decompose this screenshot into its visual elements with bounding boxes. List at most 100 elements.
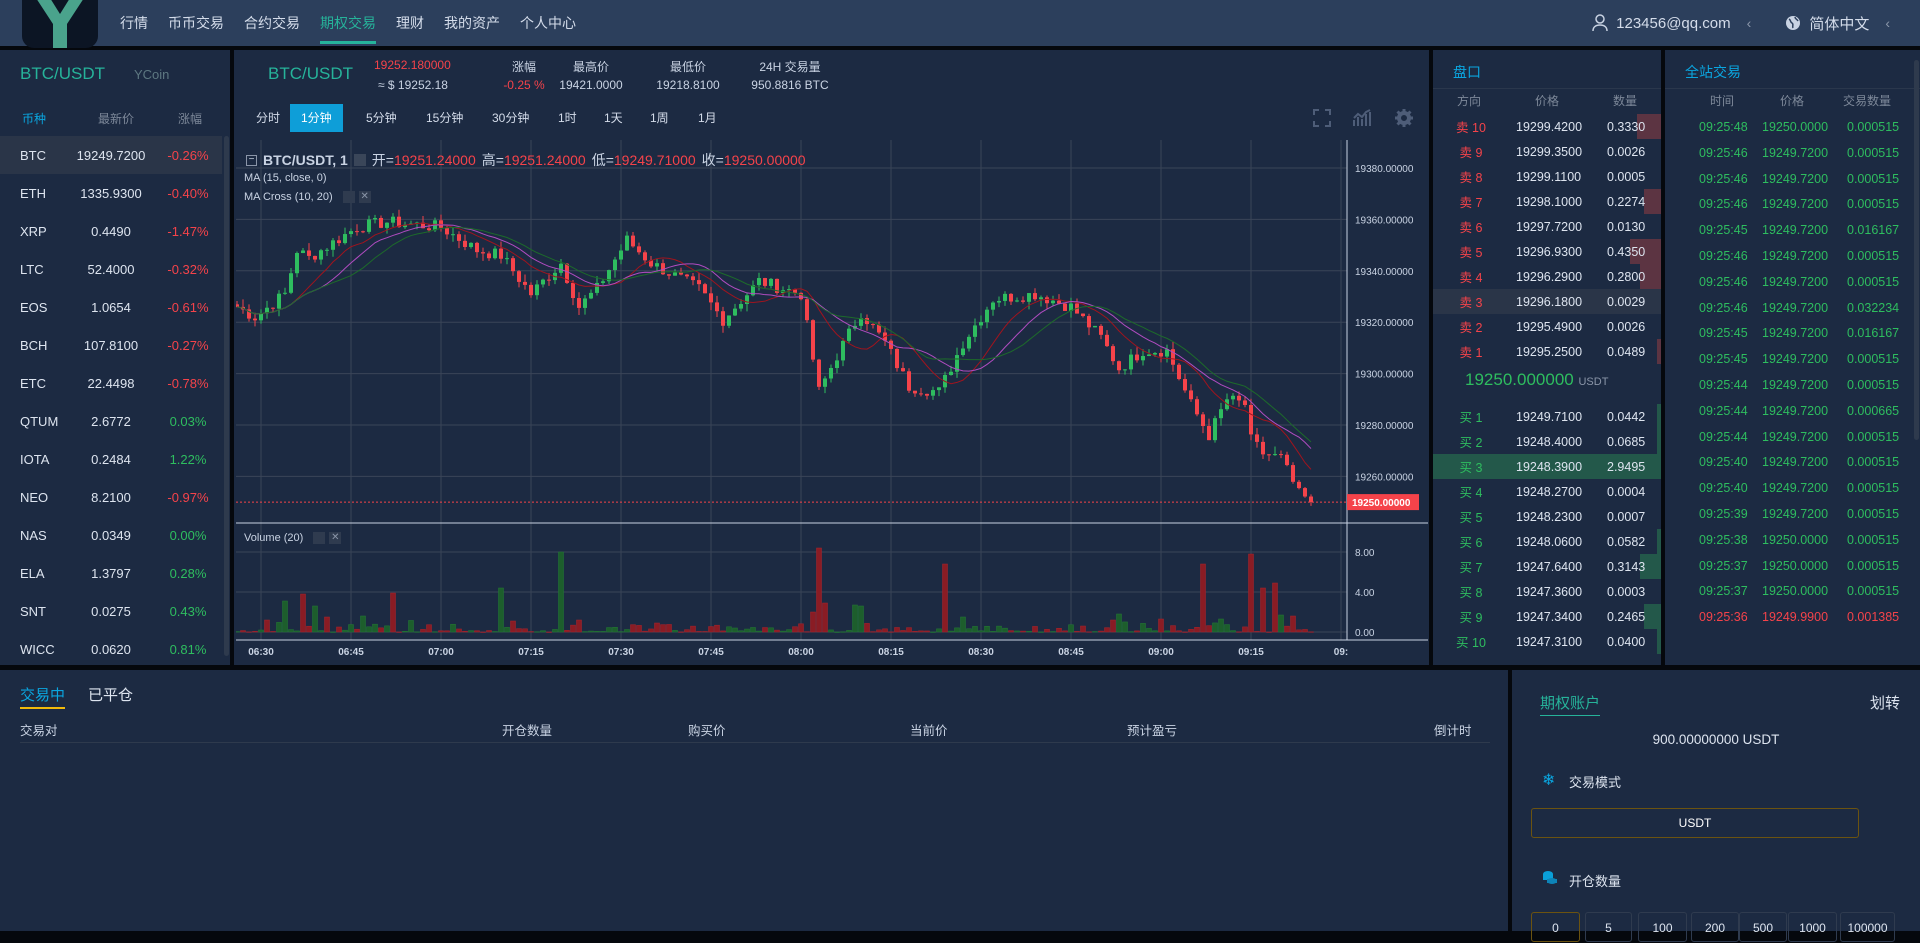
scrollbar[interactable] <box>1914 60 1919 440</box>
nav-item[interactable]: 我的资产 <box>444 15 500 31</box>
bid-row[interactable]: 买 4 19248.2700 0.0004 <box>1433 479 1661 504</box>
timeframe-tab[interactable]: 1分钟 <box>290 104 343 132</box>
nav-item[interactable]: 期权交易 <box>320 0 376 46</box>
volume-bar <box>750 627 756 633</box>
timeframe-tab[interactable]: 1周 <box>650 111 669 125</box>
amount-button[interactable]: 0 <box>1531 912 1580 942</box>
tab-closed-positions[interactable]: 已平仓 <box>88 687 134 704</box>
amount-button[interactable]: 5 <box>1585 912 1632 942</box>
globe-icon[interactable] <box>1785 15 1801 31</box>
mode-select[interactable]: USDT <box>1531 808 1859 838</box>
ask-row[interactable]: 卖 3 19296.1800 0.0029 <box>1433 289 1661 314</box>
chevron-left-icon[interactable]: ‹ <box>1746 15 1752 31</box>
bid-row[interactable]: 买 9 19247.3400 0.2465 <box>1433 604 1661 629</box>
language-selector[interactable]: 简体中文 <box>1809 15 1870 33</box>
candle <box>1207 426 1211 441</box>
amount-button[interactable]: 500 <box>1739 912 1787 942</box>
bid-row[interactable]: 买 10 19247.3100 0.0400 <box>1433 629 1661 654</box>
market-row[interactable]: NEO 8.2100 -0.97% <box>0 478 222 516</box>
timeframe-tab[interactable]: 分时 <box>256 111 281 125</box>
col-header-coin[interactable]: 币种 <box>22 112 47 126</box>
collapse-icon[interactable]: − <box>246 154 257 166</box>
market-row[interactable]: IOTA 0.2484 1.22% <box>0 440 222 478</box>
settings-icon[interactable] <box>342 191 355 203</box>
chevron-left-icon[interactable]: ‹ <box>1885 15 1890 31</box>
volume-bar <box>270 631 276 633</box>
timeframe-tab[interactable]: 1月 <box>698 111 717 125</box>
amount-button[interactable]: 200 <box>1691 912 1739 942</box>
market-row[interactable]: ETC 22.4498 -0.78% <box>0 364 222 402</box>
volume-bar <box>258 629 264 633</box>
user-icon[interactable] <box>1592 14 1608 32</box>
ask-row[interactable]: 卖 7 19298.1000 0.2274 <box>1433 189 1661 214</box>
amount-button[interactable]: 100 <box>1638 912 1687 942</box>
market-row[interactable]: ELA 1.3797 0.28% <box>0 554 222 592</box>
market-row[interactable]: EOS 1.0654 -0.61% <box>0 288 222 326</box>
indicators-icon[interactable] <box>1352 108 1372 128</box>
tab-open-positions[interactable]: 交易中 <box>20 684 66 709</box>
market-row[interactable]: BTC 19249.7200 -0.26% <box>0 136 222 174</box>
ask-row[interactable]: 卖 2 19295.4900 0.0026 <box>1433 314 1661 339</box>
market-row[interactable]: BCH 107.8100 -0.27% <box>0 326 222 364</box>
transfer-button[interactable]: 划转 <box>1869 695 1900 712</box>
timeframe-tab[interactable]: 1时 <box>558 111 577 125</box>
nav-item[interactable]: 个人中心 <box>520 15 576 31</box>
col-buy-price: 购买价 <box>688 724 726 738</box>
bid-row[interactable]: 买 6 19248.0600 0.0582 <box>1433 529 1661 554</box>
nav-item[interactable]: 理财 <box>396 15 424 31</box>
trade-time: 09:25:45 <box>1699 352 1748 367</box>
nav-item[interactable]: 合约交易 <box>244 15 300 31</box>
market-change: -0.26% <box>167 147 209 163</box>
bid-row[interactable]: 买 1 19249.7100 0.0442 <box>1433 404 1661 429</box>
ask-row[interactable]: 卖 1 19295.2500 0.0489 <box>1433 339 1661 364</box>
timeframe-tab[interactable]: 1天 <box>604 111 623 125</box>
col-header-price[interactable]: 最新价 <box>98 112 135 126</box>
bid-row[interactable]: 买 8 19247.3600 0.0003 <box>1433 579 1661 604</box>
market-row[interactable]: SNT 0.0275 0.43% <box>0 592 222 630</box>
bid-row[interactable]: 买 5 19248.2300 0.0007 <box>1433 504 1661 529</box>
amount-button[interactable]: 100000 <box>1840 912 1895 942</box>
col-header-change[interactable]: 涨幅 <box>178 112 203 126</box>
market-row[interactable]: LTC 52.4000 -0.32% <box>0 250 222 288</box>
ask-row[interactable]: 卖 4 19296.2900 0.2800 <box>1433 264 1661 289</box>
amount-button[interactable]: 1000 <box>1788 912 1837 942</box>
bid-row[interactable]: 买 3 19248.3900 2.9495 <box>1433 454 1661 479</box>
indicator-volume[interactable]: Volume (20) ✕ <box>244 532 342 544</box>
market-row[interactable]: NAS 0.0349 0.00% <box>0 516 222 554</box>
user-email[interactable]: 123456@qq.com <box>1616 14 1731 32</box>
market-row[interactable]: WICC 0.0620 0.81% <box>0 630 222 665</box>
order-price: 19297.7200 <box>1516 219 1583 234</box>
ask-row[interactable]: 卖 5 19296.9300 0.4350 <box>1433 239 1661 264</box>
close-icon[interactable]: ✕ <box>329 532 342 544</box>
candlestick-chart[interactable]: 19380.00000 19360.00000 19340.00000 19320.0… <box>236 140 1428 665</box>
candle <box>709 293 713 303</box>
scrollbar[interactable] <box>224 136 229 656</box>
change-value: -0.25 % <box>503 78 545 92</box>
logo[interactable] <box>22 0 98 48</box>
timeframe-tab[interactable]: 30分钟 <box>492 111 530 125</box>
settings-gear-icon[interactable] <box>1394 108 1414 128</box>
candle <box>985 309 989 323</box>
ask-row[interactable]: 卖 9 19299.3500 0.0026 <box>1433 139 1661 164</box>
market-row[interactable]: XRP 0.4490 -1.47% <box>0 212 222 250</box>
ask-row[interactable]: 卖 8 19299.1100 0.0005 <box>1433 164 1661 189</box>
candle <box>625 235 629 251</box>
bid-row[interactable]: 买 7 19247.6400 0.3143 <box>1433 554 1661 579</box>
fullscreen-icon[interactable] <box>1312 108 1332 128</box>
indicator-ma-cross[interactable]: MA Cross (10, 20) ✕ <box>244 191 371 203</box>
bid-row[interactable]: 买 2 19248.4000 0.0685 <box>1433 429 1661 454</box>
close-icon[interactable]: ✕ <box>358 191 371 203</box>
volume-bar <box>336 626 342 633</box>
nav-item[interactable]: 行情 <box>120 15 148 31</box>
timeframe-tab[interactable]: 5分钟 <box>366 111 397 125</box>
settings-icon[interactable] <box>313 532 326 544</box>
ask-row[interactable]: 卖 6 19297.7200 0.0130 <box>1433 214 1661 239</box>
market-row[interactable]: QTUM 2.6772 0.03% <box>0 402 222 440</box>
settings-icon[interactable] <box>353 154 366 166</box>
indicator-ma[interactable]: MA (15, close, 0) <box>244 172 327 184</box>
ask-row[interactable]: 卖 10 19299.4200 0.3330 <box>1433 114 1661 139</box>
timeframe-tab[interactable]: 15分钟 <box>426 111 464 125</box>
market-row[interactable]: ETH 1335.9300 -0.40% <box>0 174 222 212</box>
nav-item[interactable]: 币币交易 <box>168 15 224 31</box>
account-title[interactable]: 期权账户 <box>1540 692 1601 716</box>
